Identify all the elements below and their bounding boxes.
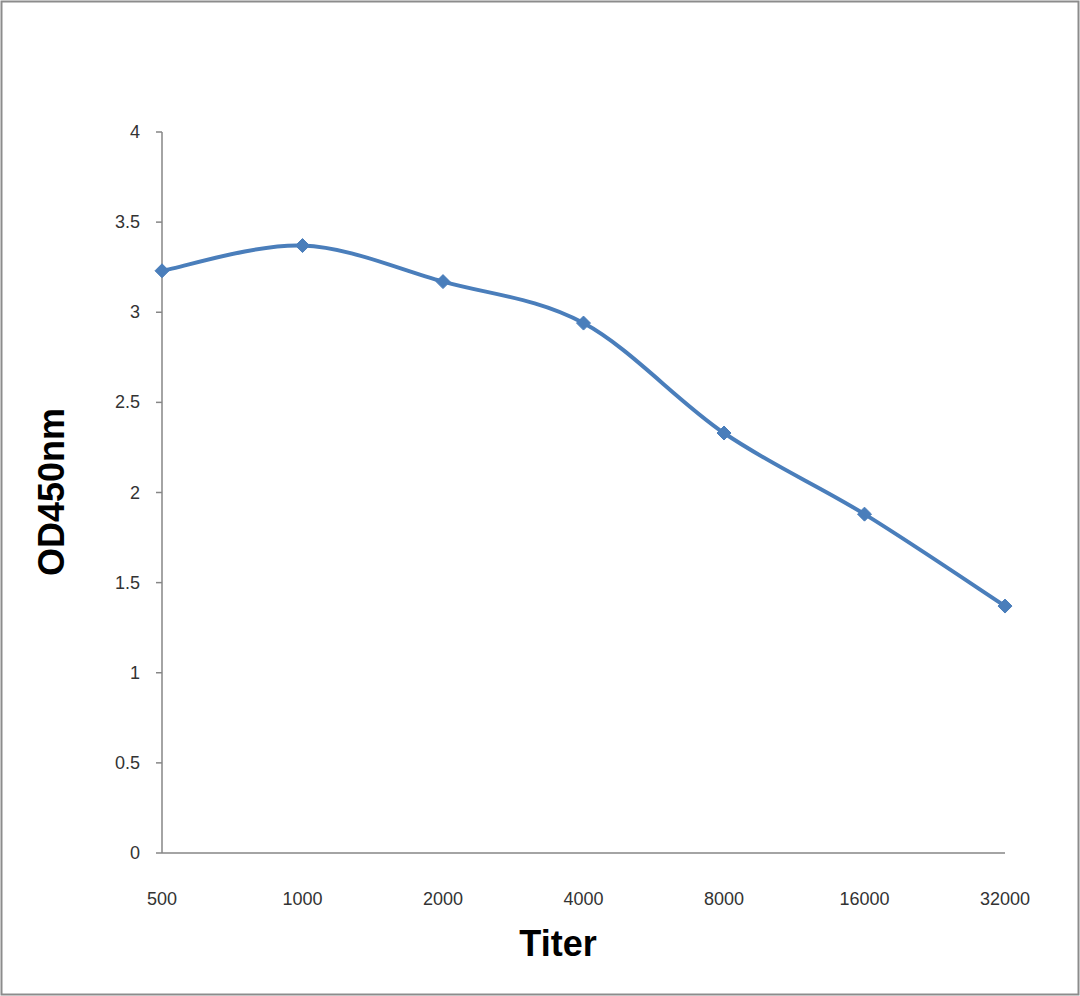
marker bbox=[998, 599, 1012, 613]
line bbox=[162, 245, 1005, 606]
x-tick-label: 8000 bbox=[704, 889, 744, 909]
y-tick-label: 1.5 bbox=[115, 573, 140, 593]
y-tick-label: 2.5 bbox=[115, 392, 140, 412]
marker bbox=[858, 507, 872, 521]
y-tick bbox=[156, 402, 162, 404]
y-tick-label: 4 bbox=[130, 122, 140, 142]
y-tick bbox=[156, 492, 162, 494]
y-tick-label: 1 bbox=[130, 663, 140, 683]
y-axis-title: OD450nm bbox=[31, 408, 72, 576]
y-tick-label: 2 bbox=[130, 483, 140, 503]
marker bbox=[436, 275, 450, 289]
y-tick-label: 3 bbox=[130, 302, 140, 322]
x-tick-label: 4000 bbox=[563, 889, 603, 909]
y-tick-label: 0 bbox=[130, 843, 140, 863]
y-tick bbox=[156, 131, 162, 133]
marker bbox=[296, 239, 310, 253]
y-tick bbox=[156, 762, 162, 764]
x-tick-label: 500 bbox=[147, 889, 177, 909]
y-tick-label: 0.5 bbox=[115, 753, 140, 773]
marker bbox=[155, 264, 169, 278]
y-tick bbox=[156, 852, 162, 854]
marker bbox=[577, 316, 591, 330]
marker bbox=[717, 426, 731, 440]
series bbox=[155, 239, 1012, 614]
y-tick bbox=[156, 312, 162, 314]
x-tick-label: 2000 bbox=[423, 889, 463, 909]
frame bbox=[2, 2, 1079, 995]
y-tick bbox=[156, 221, 162, 223]
x-tick-label: 1000 bbox=[282, 889, 322, 909]
x-axis-title: Titer bbox=[519, 923, 596, 964]
x-tick-label: 32000 bbox=[980, 889, 1030, 909]
x-tick-label: 16000 bbox=[839, 889, 889, 909]
x-axis bbox=[162, 852, 1005, 854]
chart: 0 0.5 1 1.5 2 2.5 3 3.5 4 500 1000 2000 4000 8000 1600… bbox=[0, 0, 1080, 996]
y-tick bbox=[156, 672, 162, 674]
y-tick bbox=[156, 582, 162, 584]
y-tick-label: 3.5 bbox=[115, 212, 140, 232]
